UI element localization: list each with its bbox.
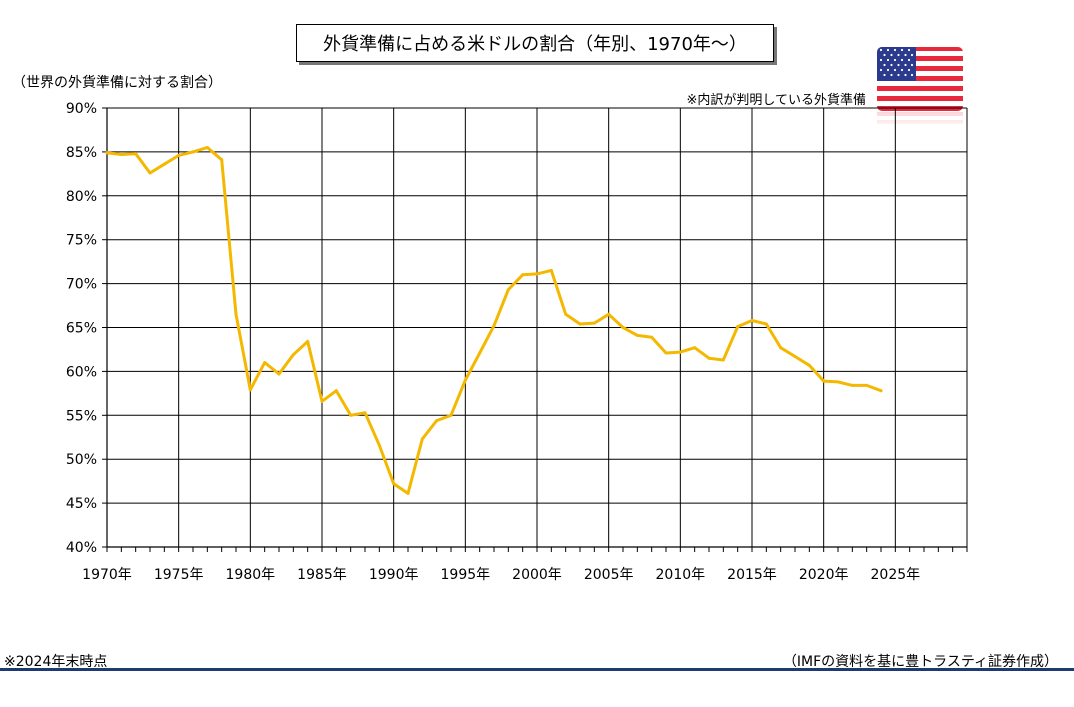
x-tick-label: 2005年 [584,567,634,583]
data-point [506,288,510,292]
data-point [750,319,754,322]
x-tick-label: 2020年 [799,567,849,583]
y-tick-label: 75% [66,233,97,249]
data-point [549,268,553,272]
x-tick-label: 1995年 [441,567,491,583]
data-point [134,152,138,156]
data-point [807,363,811,367]
footnote-date: ※2024年末時点 [4,654,108,670]
data-point [693,346,697,350]
x-tick-label: 2000年 [512,567,562,583]
data-point [263,361,267,365]
axes [102,107,968,552]
y-tick-label: 70% [66,277,97,293]
data-point [463,378,467,382]
data-point [535,272,539,276]
data-point [822,379,826,383]
data-point [406,491,410,495]
data-point [621,326,625,329]
data-point [793,355,797,358]
data-point [234,312,238,316]
data-point [248,388,252,392]
data-point [850,383,854,387]
usd-share-line [105,146,883,495]
us-flag-icon [876,47,964,130]
tick-labels: 90% 85% 80% 75% 70% 65% 60% 55% 50% 45% 40% 1970年 19… [66,101,920,583]
data-point [449,413,453,417]
x-tick-label: 2025年 [871,567,921,583]
x-tick-label: 2010年 [656,567,706,583]
data-point [162,162,166,166]
data-point [564,312,568,316]
x-tick-label: 2015年 [727,567,777,583]
data-point [205,146,209,149]
x-tick-label: 1975年 [154,567,204,583]
x-tick-label: 1990年 [369,567,419,583]
data-point [492,324,496,328]
data-point [607,312,611,316]
data-point [764,322,768,326]
data-point [220,158,224,162]
data-note: ※内訳が判明している外貨準備 [686,93,866,108]
x-tick-label: 1985年 [297,567,347,583]
footer-divider [0,668,1074,671]
data-point [521,273,525,277]
data-point [306,340,310,343]
data-point [291,353,295,357]
data-point [592,321,596,325]
y-tick-label: 50% [66,452,97,468]
data-point [377,443,381,447]
y-tick-label: 65% [66,321,97,337]
y-tick-label: 40% [66,540,97,556]
data-point [478,351,482,355]
data-point [865,383,869,387]
y-tick-label: 60% [66,364,97,380]
data-point [148,171,152,175]
y-tick-label: 85% [66,145,97,161]
line-chart: 90% 85% 80% 75% 70% 65% 60% 55% 50% 45% 40% 1970年 19… [66,101,968,583]
data-point [664,351,668,355]
x-tick-label: 1970年 [82,567,132,583]
data-point [191,150,195,154]
chart-title: 外貨準備に占める米ドルの割合（年別、1970年～） [296,24,774,62]
source-note: （IMFの資料を基に豊トラスティ証券作成） [782,654,1058,670]
data-point [105,151,109,155]
data-point [392,482,396,486]
data-point [277,372,281,376]
data-point [420,437,424,441]
data-point [119,153,123,156]
data-point [435,419,439,423]
y-tick-label: 90% [66,101,97,117]
y-axis-caption: （世界の外貨準備に対する割合） [12,75,222,91]
data-point [721,358,725,362]
y-tick-label: 80% [66,189,97,205]
data-point [635,333,639,337]
gridlines [106,107,967,548]
data-point [334,389,338,393]
data-point [578,322,582,326]
data-point [349,413,353,417]
data-point [363,411,367,415]
data-point [879,389,883,393]
y-tick-label: 45% [66,496,97,512]
x-tick-label: 1980年 [226,567,276,583]
y-tick-label: 55% [66,408,97,424]
data-point [707,356,711,360]
data-point [320,399,324,403]
data-point [779,346,783,350]
data-point [177,153,181,157]
data-point [836,380,840,384]
data-point [678,350,682,354]
data-point [650,335,654,339]
data-point [736,325,740,329]
series-layer [105,146,883,495]
